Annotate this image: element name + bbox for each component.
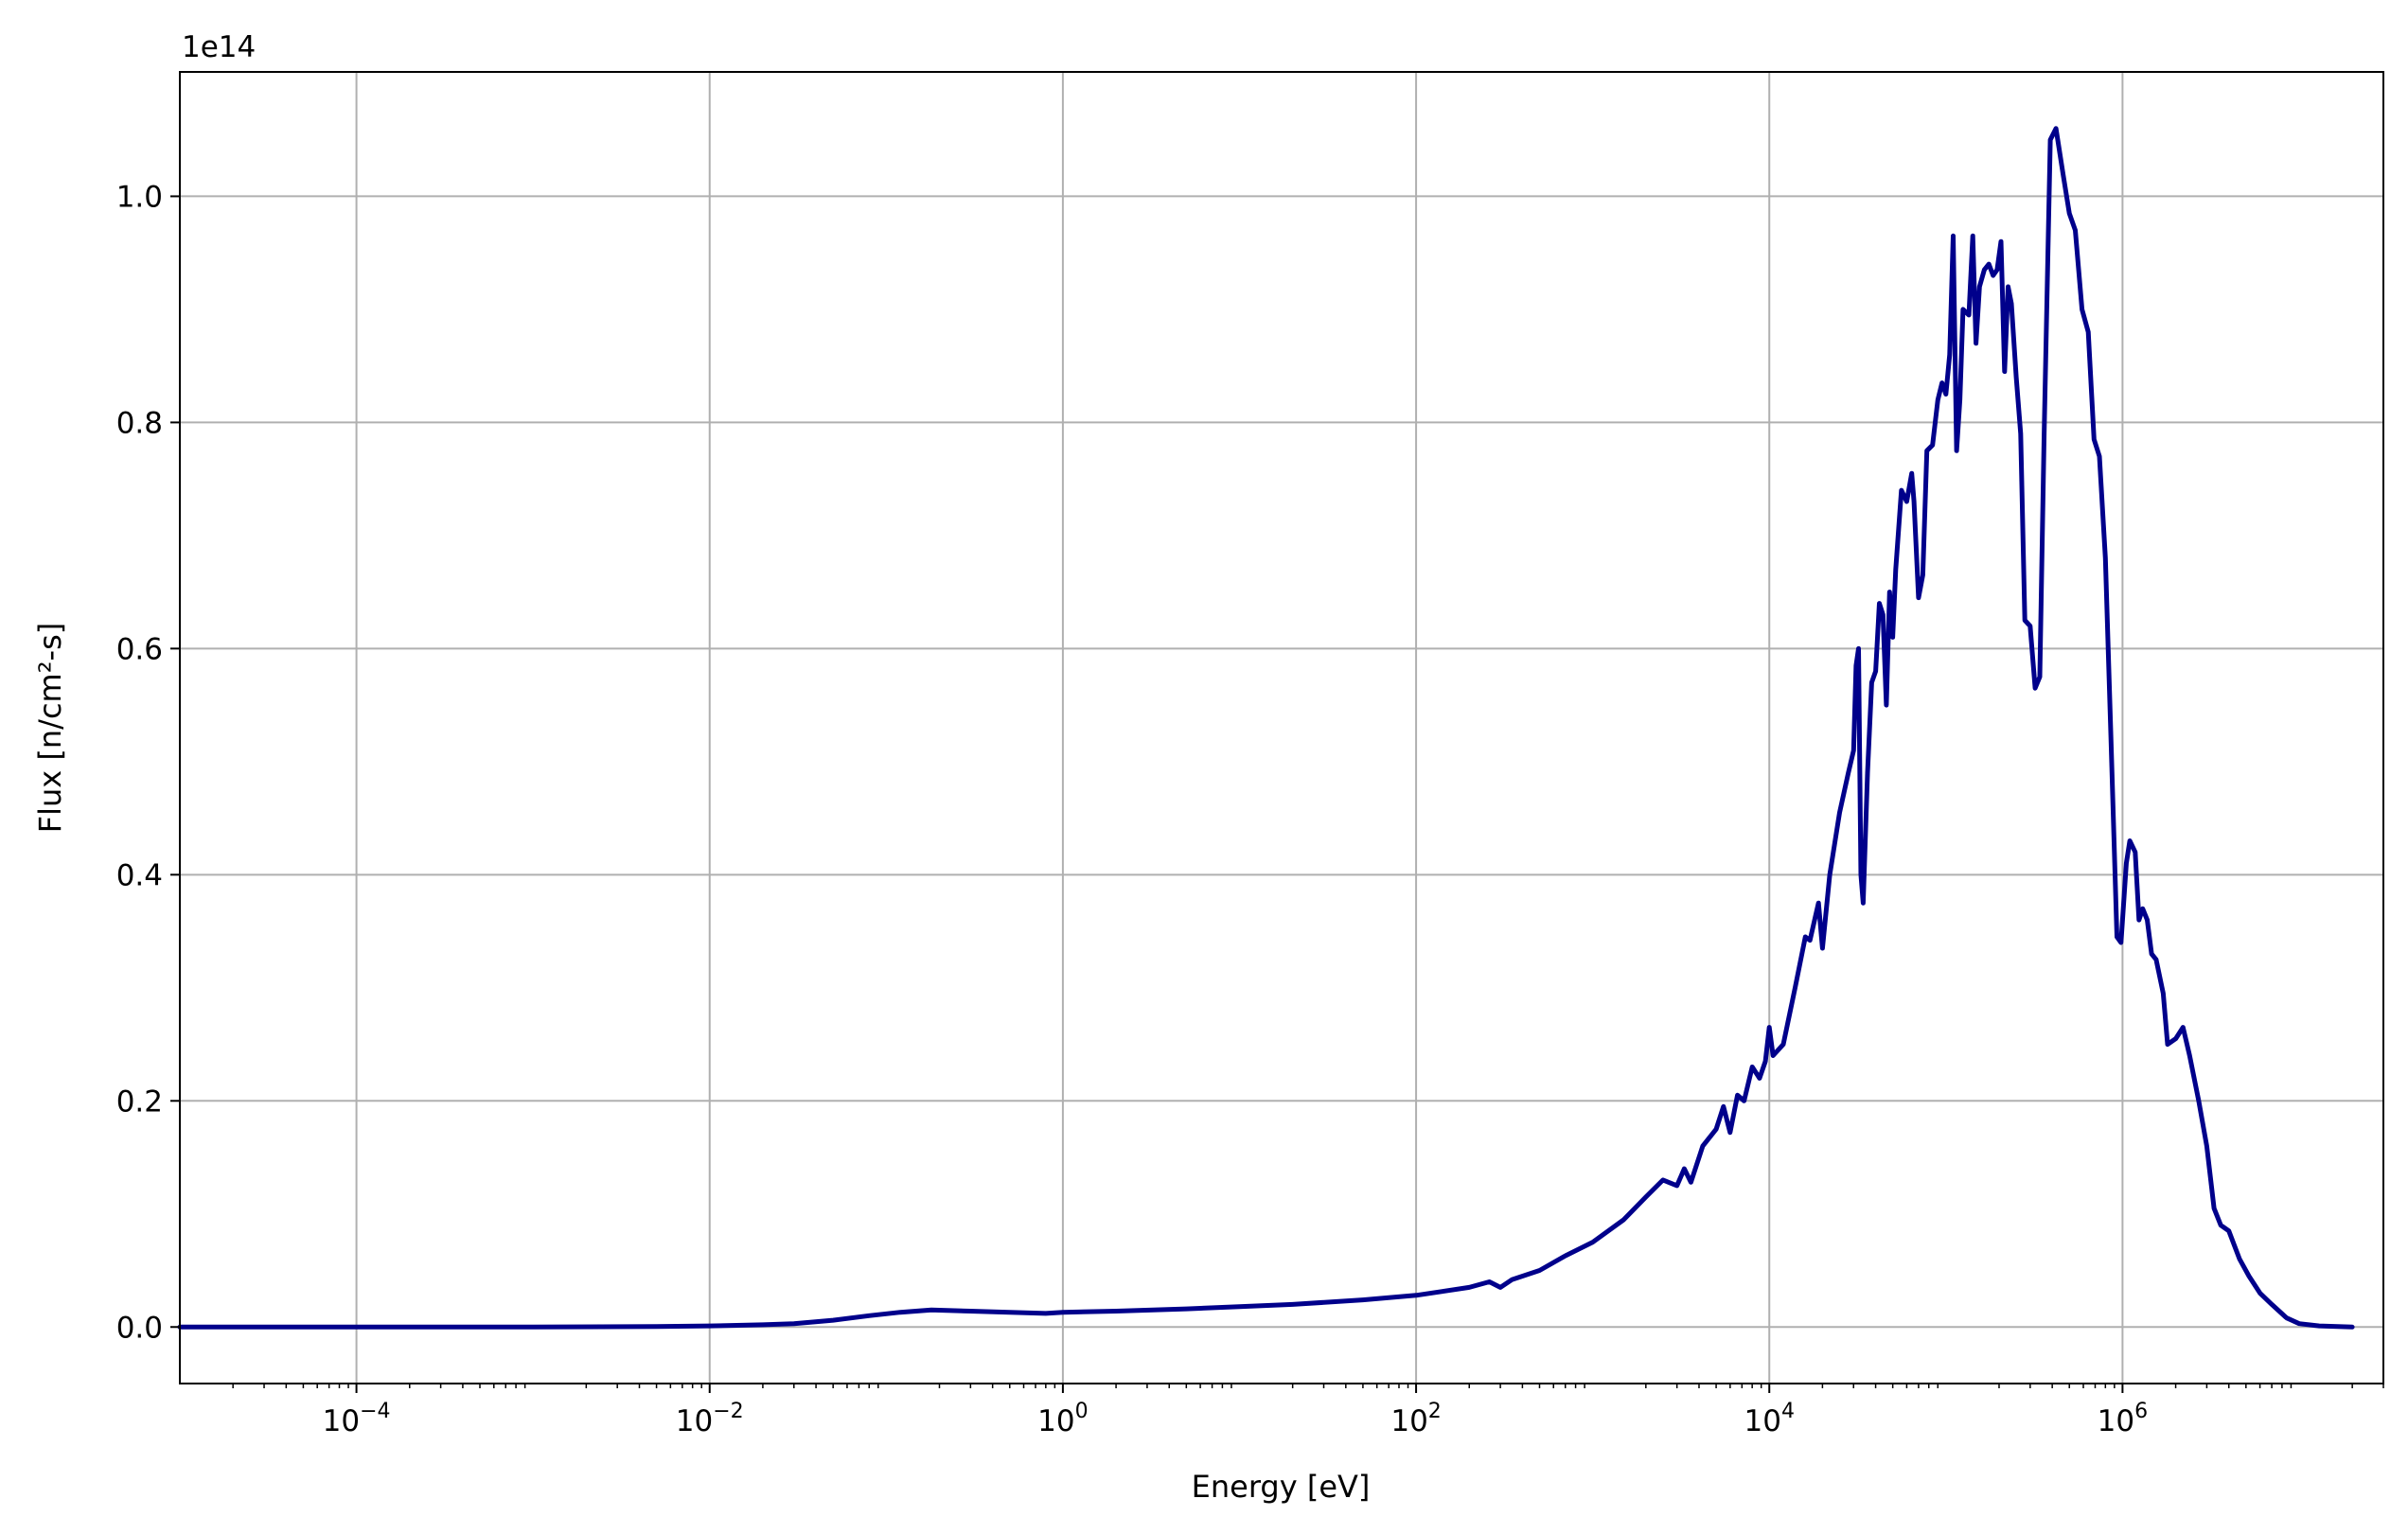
x-tick-label: 100 xyxy=(1037,1400,1088,1438)
y-tick-label: 1.0 xyxy=(116,180,163,214)
y-tick-label: 0.4 xyxy=(116,858,163,892)
x-axis-label: Energy [eV] xyxy=(1192,1469,1371,1505)
y-tick-label: 0.2 xyxy=(116,1084,163,1119)
x-tick-label: 102 xyxy=(1390,1400,1441,1438)
plot-frame xyxy=(179,71,2384,1384)
grid xyxy=(180,72,2383,1384)
ticks: 10−4 10−2 100 102 104 106 0.0 0.2 0.4 0.6 0.8 1.0 xyxy=(116,180,2384,1438)
x-tick-label: 104 xyxy=(1744,1400,1795,1438)
x-tick-label: 10−2 xyxy=(676,1400,744,1438)
x-tick-label: 106 xyxy=(2098,1400,2148,1438)
y-tick-label: 0.0 xyxy=(116,1311,163,1345)
flux-series-line xyxy=(177,126,2355,1330)
x-tick-label: 10−4 xyxy=(323,1400,391,1438)
y-tick-label: 0.6 xyxy=(116,632,163,666)
y-offset-label: 1e14 xyxy=(182,30,256,64)
series-layer xyxy=(177,126,2355,1330)
y-axis-label: Flux [n/cm²-s] xyxy=(32,623,68,834)
y-tick-label: 0.8 xyxy=(116,406,163,440)
